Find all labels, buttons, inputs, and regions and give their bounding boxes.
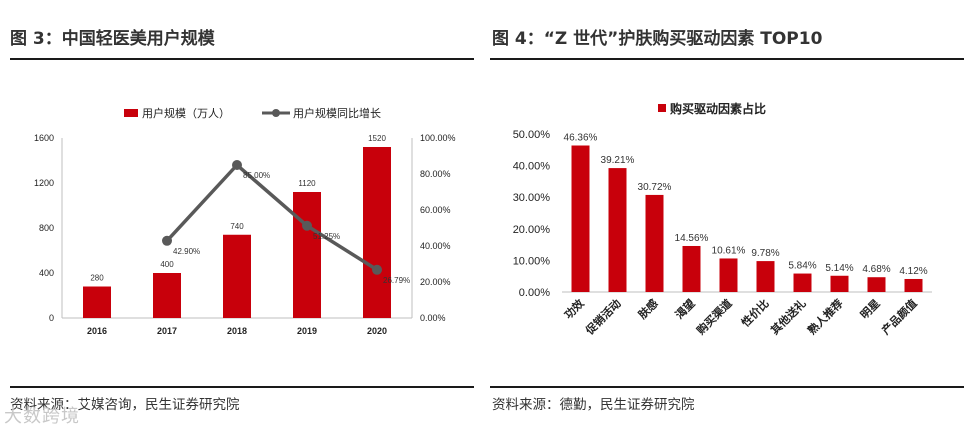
left-y-tick-label: 1200 <box>34 178 54 188</box>
bar <box>682 245 701 292</box>
x-tick-label: 促销活动 <box>582 296 624 338</box>
growth-line <box>165 162 378 272</box>
y-tick-label: 20.00% <box>513 224 551 236</box>
left-y-tick-label: 1600 <box>34 133 54 143</box>
growth-value-label: 51.25% <box>313 232 340 241</box>
legend-label: 购买驱动因素占比 <box>670 101 766 116</box>
growth-point <box>372 264 382 275</box>
bar <box>719 258 738 292</box>
x-tick-label: 功效 <box>561 296 587 322</box>
bar-value-label: 14.56% <box>675 233 709 244</box>
bar-value-label: 39.21% <box>601 155 635 166</box>
x-tick-label: 2019 <box>297 326 317 336</box>
bar-value-label: 1520 <box>368 134 386 143</box>
bar <box>793 273 812 292</box>
left-chart-title: 图 3：中国轻医美用户规模 <box>10 29 215 49</box>
x-tick-label: 明星 <box>858 297 883 322</box>
right-y-tick-label: 20.00% <box>420 277 451 287</box>
growth-point <box>232 160 242 170</box>
right-bottom-rule <box>490 386 964 388</box>
bar <box>83 286 111 318</box>
y-tick-label: 0.00% <box>519 287 550 299</box>
watermark-text: 大数跨境 <box>4 406 80 427</box>
bar-value-label: 4.68% <box>862 264 890 275</box>
x-tick-label: 其他送礼 <box>768 296 809 337</box>
bar-value-label: 9.78% <box>751 248 779 259</box>
legend-bar-swatch <box>124 109 138 117</box>
bar-value-label: 5.14% <box>825 263 853 274</box>
right-y-tick-label: 40.00% <box>420 241 451 251</box>
x-tick-label: 性价比 <box>738 296 771 329</box>
right-y-tick-label: 80.00% <box>420 169 451 179</box>
bar-value-label: 1120 <box>298 179 316 188</box>
bar <box>608 168 627 292</box>
growth-point <box>162 235 172 246</box>
bar <box>867 277 886 292</box>
right-source: 资料来源：德勤，民生证券研究院 <box>492 397 695 413</box>
growth-point <box>302 220 312 231</box>
bar <box>645 194 664 292</box>
bar <box>756 261 775 292</box>
bar <box>153 273 181 318</box>
right-y-tick-label: 0.00% <box>420 313 446 323</box>
x-tick-label: 2020 <box>367 326 387 336</box>
legend-swatch <box>658 104 666 112</box>
left-source: 资料来源：艾媒咨询，民生证券研究院 <box>10 397 240 413</box>
bar <box>830 275 849 292</box>
x-tick-label: 购买渠道 <box>694 296 735 337</box>
x-tick-label: 2016 <box>87 326 107 336</box>
bar <box>904 278 923 292</box>
left-y-tick-label: 400 <box>39 268 54 278</box>
x-tick-label: 2017 <box>157 326 177 336</box>
left-y-tick-label: 800 <box>39 223 54 233</box>
user-scale-chart: 用户规模（万人） 用户规模同比增长 0 400 800 1200 1600 0.00% 20.0… <box>34 106 456 336</box>
growth-value-label: 42.90% <box>173 247 200 256</box>
bar-value-label: 5.84% <box>788 261 816 272</box>
growth-value-label: 85.00% <box>243 171 270 180</box>
bar <box>223 234 251 318</box>
bar-value-label: 740 <box>230 222 244 231</box>
bar-value-label: 280 <box>90 274 104 283</box>
bar <box>571 145 590 292</box>
bar-value-label: 4.12% <box>899 266 927 277</box>
y-tick-label: 30.00% <box>513 192 551 204</box>
right-y-tick-label: 100.00% <box>420 133 456 143</box>
y-tick-label: 50.00% <box>513 129 551 141</box>
right-top-rule <box>490 58 964 60</box>
left-y-tick-label: 0 <box>49 313 54 323</box>
legend-bar-label: 用户规模（万人） <box>142 106 230 120</box>
bar-value-label: 30.72% <box>638 182 672 193</box>
x-tick-label: 渴望 <box>672 296 697 321</box>
x-tick-label: 2018 <box>227 326 247 336</box>
x-tick-label: 产品颜值 <box>879 296 920 337</box>
left-bottom-rule <box>10 386 474 388</box>
left-top-rule <box>10 58 474 60</box>
x-tick-label: 熟人推荐 <box>805 296 846 337</box>
x-tick-label: 肤感 <box>635 296 660 321</box>
y-tick-label: 10.00% <box>513 255 551 267</box>
right-chart-title: 图 4：“Z 世代”护肤购买驱动因素 TOP10 <box>492 29 823 49</box>
y-tick-label: 40.00% <box>513 161 551 173</box>
bar-value-label: 400 <box>160 260 174 269</box>
bar-value-label: 46.36% <box>564 133 598 144</box>
legend-line-marker <box>272 109 280 117</box>
bar <box>293 192 321 318</box>
legend-line-label: 用户规模同比增长 <box>293 106 381 120</box>
right-y-tick-label: 60.00% <box>420 205 451 215</box>
growth-value-label: 26.79% <box>383 276 410 285</box>
bar <box>363 147 391 318</box>
bar-value-label: 10.61% <box>712 245 746 256</box>
purchase-drivers-chart: 购买驱动因素占比 0.00% 10.00% 20.00% 30.00% 40.00% 50.… <box>513 101 932 338</box>
